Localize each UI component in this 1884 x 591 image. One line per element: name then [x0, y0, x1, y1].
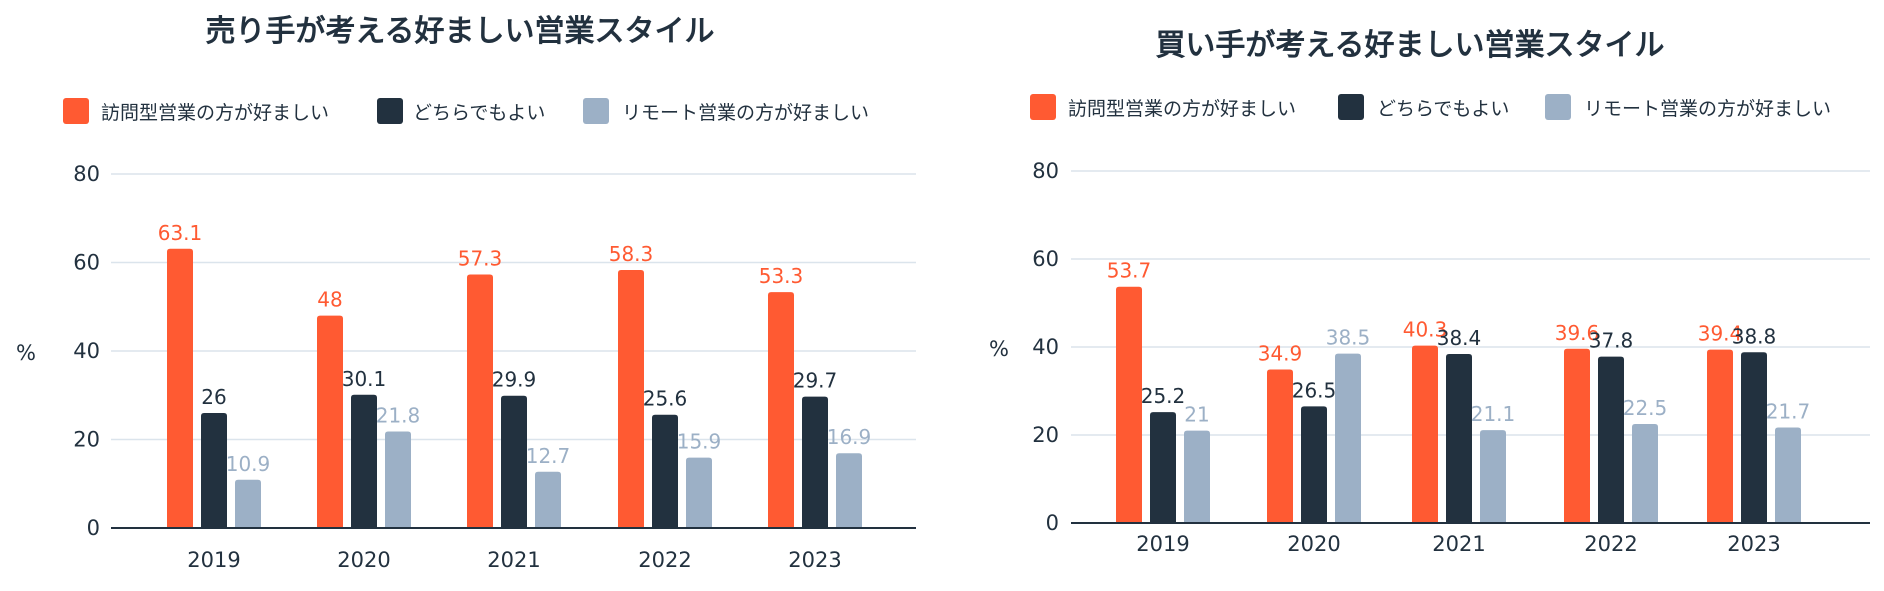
- chart-title: 買い手が考える好ましい営業スタイル: [1155, 28, 1664, 63]
- data-label-remote-2022: 15.9: [677, 430, 722, 454]
- data-label-remote-2021: 12.7: [526, 444, 571, 468]
- y-tick-label: 80: [1032, 159, 1059, 183]
- bar-visit-2020: [1267, 369, 1293, 523]
- data-label-either-2019: 26: [201, 385, 226, 409]
- bar-remote-2020: [385, 431, 411, 528]
- legend-label-visit: 訪問型営業の方が好ましい: [1068, 98, 1296, 120]
- bar-remote-2020: [1335, 353, 1361, 523]
- bar-visit-2021: [1412, 345, 1438, 523]
- y-tick-label: 0: [87, 516, 100, 540]
- data-label-either-2020: 30.1: [342, 367, 387, 391]
- data-label-remote-2020: 21.8: [376, 404, 421, 428]
- bar-remote-2022: [1632, 424, 1658, 523]
- legend-label-remote: リモート営業の方が好ましい: [622, 102, 869, 124]
- x-tick-label-2023: 2023: [1727, 532, 1780, 556]
- y-tick-label: 0: [1046, 511, 1059, 535]
- y-axis-label: %: [989, 337, 1009, 361]
- bar-either-2020: [1301, 406, 1327, 523]
- y-tick-label: 20: [73, 428, 100, 452]
- legend-swatch-visit: [1030, 94, 1056, 120]
- chart-title: 売り手が考える好ましい営業スタイル: [205, 14, 714, 49]
- legend-label-visit: 訪問型営業の方が好ましい: [101, 102, 329, 124]
- data-label-either-2023: 38.8: [1732, 324, 1777, 348]
- bar-either-2022: [652, 414, 678, 528]
- data-label-remote-2023: 21.7: [1766, 400, 1811, 424]
- bar-visit-2023: [768, 292, 794, 528]
- data-label-visit-2019: 53.7: [1107, 259, 1152, 283]
- x-tick-label-2022: 2022: [638, 548, 691, 572]
- data-label-remote-2020: 38.5: [1326, 326, 1371, 350]
- legend-swatch-remote: [583, 98, 609, 124]
- x-tick-label-2020: 2020: [1287, 532, 1340, 556]
- bar-either-2023: [1741, 352, 1767, 523]
- data-label-either-2021: 29.9: [492, 368, 537, 392]
- legend-swatch-either: [377, 98, 403, 124]
- data-label-either-2022: 37.8: [1589, 329, 1634, 353]
- y-tick-label: 20: [1032, 423, 1059, 447]
- data-label-either-2019: 25.2: [1141, 384, 1186, 408]
- bar-either-2019: [201, 412, 227, 528]
- data-label-either-2023: 29.7: [793, 369, 838, 393]
- x-tick-label-2021: 2021: [487, 548, 540, 572]
- bar-remote-2019: [235, 479, 261, 528]
- data-label-visit-2019: 63.1: [158, 221, 203, 245]
- y-tick-label: 60: [1032, 247, 1059, 271]
- bar-remote-2023: [1775, 427, 1801, 523]
- y-tick-label: 40: [73, 339, 100, 363]
- bar-visit-2023: [1707, 349, 1733, 523]
- bar-either-2022: [1598, 356, 1624, 523]
- data-label-visit-2021: 57.3: [458, 246, 503, 270]
- bar-either-2021: [501, 395, 527, 528]
- bar-remote-2019: [1184, 430, 1210, 523]
- y-axis-label: %: [16, 341, 36, 365]
- bar-either-2021: [1446, 354, 1472, 523]
- x-tick-label-2023: 2023: [788, 548, 841, 572]
- data-label-visit-2020: 48: [317, 288, 342, 312]
- data-label-remote-2019: 10.9: [226, 452, 271, 476]
- legend-swatch-remote: [1545, 94, 1571, 120]
- data-label-either-2022: 25.6: [643, 387, 688, 411]
- bar-either-2023: [802, 396, 828, 528]
- bar-either-2020: [351, 394, 377, 528]
- y-tick-label: 60: [73, 251, 100, 275]
- x-tick-label-2020: 2020: [337, 548, 390, 572]
- data-label-visit-2023: 53.3: [759, 264, 804, 288]
- data-label-visit-2020: 34.9: [1258, 341, 1303, 365]
- data-label-either-2020: 26.5: [1292, 378, 1337, 402]
- data-label-visit-2022: 39.6: [1555, 321, 1600, 345]
- bar-either-2019: [1150, 412, 1176, 523]
- bar-visit-2022: [1564, 348, 1590, 523]
- x-tick-label-2021: 2021: [1432, 532, 1485, 556]
- x-tick-label-2019: 2019: [187, 548, 240, 572]
- bar-visit-2022: [618, 270, 644, 528]
- data-label-visit-2022: 58.3: [609, 242, 654, 266]
- legend-label-either: どちらでもよい: [413, 102, 545, 124]
- data-label-either-2021: 38.4: [1437, 326, 1482, 350]
- bar-remote-2021: [535, 471, 561, 528]
- legend-swatch-visit: [63, 98, 89, 124]
- bar-remote-2022: [686, 457, 712, 528]
- data-label-remote-2023: 16.9: [827, 425, 872, 449]
- x-tick-label-2019: 2019: [1136, 532, 1189, 556]
- bar-visit-2021: [467, 274, 493, 528]
- bar-remote-2021: [1480, 430, 1506, 523]
- data-label-remote-2021: 21.1: [1471, 402, 1516, 426]
- data-label-remote-2019: 21: [1184, 403, 1209, 427]
- bar-remote-2023: [836, 453, 862, 528]
- y-tick-label: 80: [73, 162, 100, 186]
- legend-label-remote: リモート営業の方が好ましい: [1584, 98, 1831, 120]
- bar-visit-2019: [167, 248, 193, 528]
- x-tick-label-2022: 2022: [1584, 532, 1637, 556]
- data-label-remote-2022: 22.5: [1623, 396, 1668, 420]
- data-label-visit-2021: 40.3: [1403, 318, 1448, 342]
- legend-swatch-either: [1338, 94, 1364, 120]
- legend-label-either: どちらでもよい: [1377, 98, 1509, 120]
- bar-visit-2020: [317, 315, 343, 528]
- y-tick-label: 40: [1032, 335, 1059, 359]
- bar-visit-2019: [1116, 286, 1142, 523]
- data-label-visit-2023: 39.4: [1698, 322, 1743, 346]
